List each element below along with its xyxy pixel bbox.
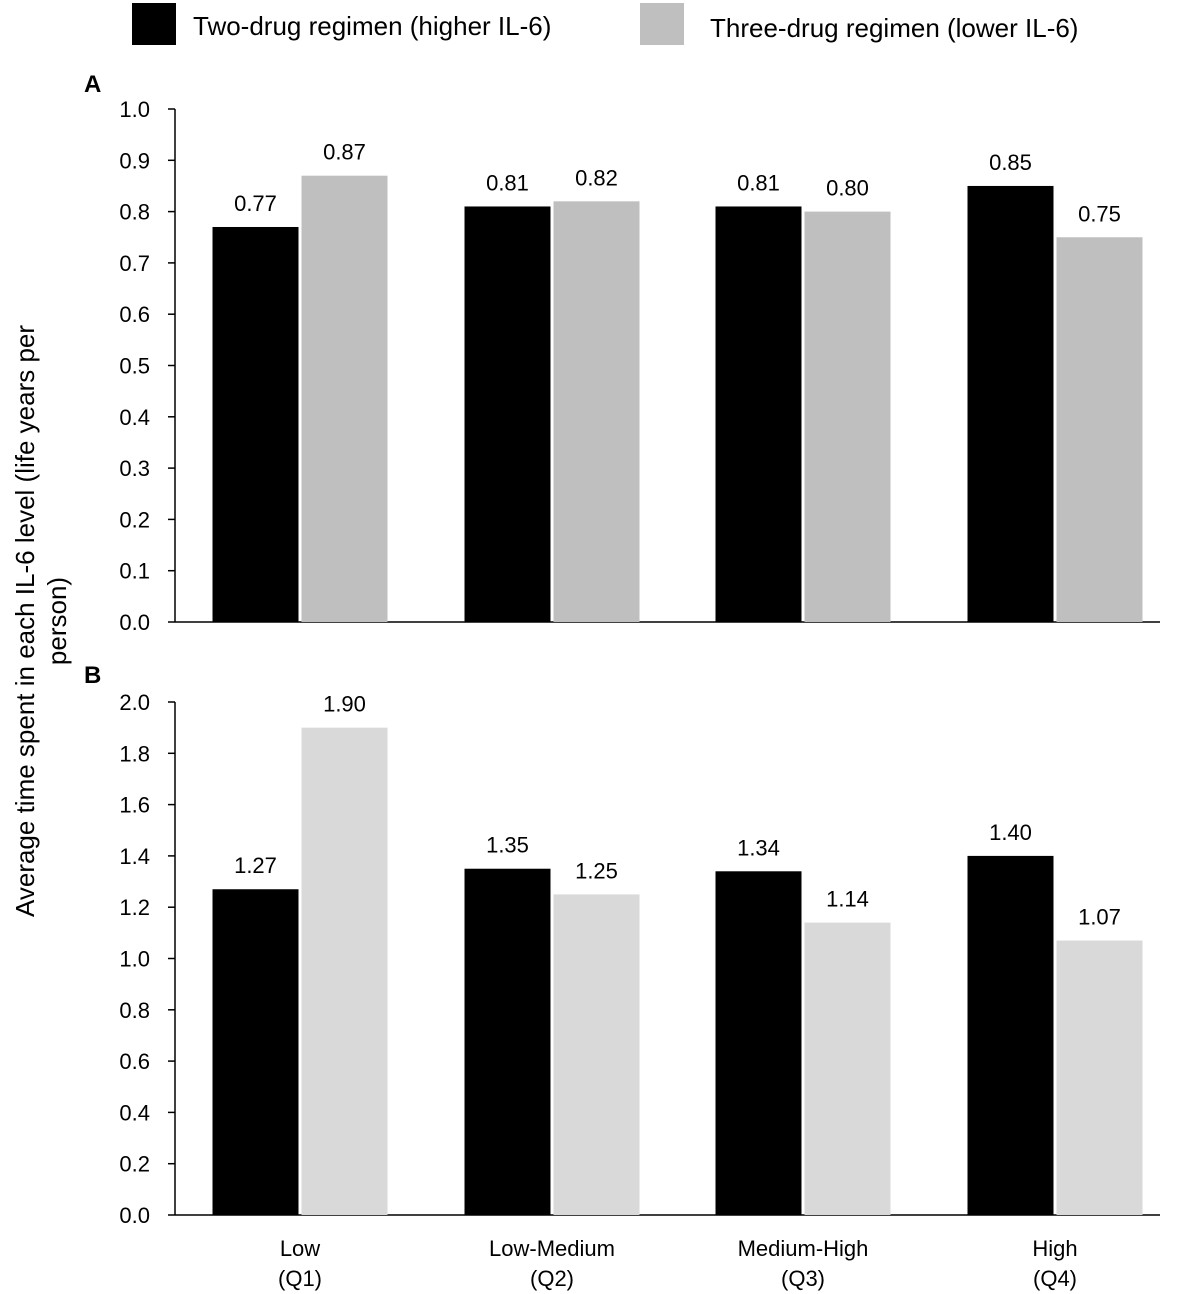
panel-a-value-label-two-drug-q1: 0.77 bbox=[234, 191, 277, 216]
panel-b-value-label-two-drug-q3: 1.34 bbox=[737, 835, 780, 860]
panel-b: 0.0 0.2 0.4 0.6 0.8 1.0 1.2 1.4 1.6 1.8 2.0 1.27 1.3… bbox=[119, 690, 1160, 1228]
category-label-q3-quartile: (Q3) bbox=[781, 1266, 825, 1291]
panel-b-y-tick-label: 0.2 bbox=[119, 1152, 150, 1177]
panel-b-bar-two-drug-q4 bbox=[967, 855, 1054, 1215]
panel-b-y-tick-label: 1.8 bbox=[119, 741, 150, 766]
panel-b-y-tick-label: 1.0 bbox=[119, 947, 150, 972]
panel-b-y-tick-label: 2.0 bbox=[119, 690, 150, 715]
panel-a-value-label-two-drug-q3: 0.81 bbox=[737, 170, 780, 195]
panel-b-y-tick-label: 1.2 bbox=[119, 895, 150, 920]
panel-b-bar-two-drug-q1 bbox=[212, 889, 299, 1215]
panel-a-value-label-two-drug-q4: 0.85 bbox=[989, 150, 1032, 175]
panel-label-a: A bbox=[84, 71, 101, 98]
y-axis-title-line-2: person) bbox=[42, 577, 72, 665]
panel-label-b: B bbox=[84, 662, 101, 689]
panel-b-value-label-two-drug-q2: 1.35 bbox=[486, 833, 529, 858]
panel-a-y-tick-label: 1.0 bbox=[119, 97, 150, 122]
panel-a-y-tick-label: 0.1 bbox=[119, 559, 150, 584]
panel-b-value-label-three-drug-q1: 1.90 bbox=[323, 692, 366, 717]
panel-b-value-label-three-drug-q2: 1.25 bbox=[575, 858, 618, 883]
panel-a-y-tick-label: 0.2 bbox=[119, 507, 150, 532]
category-label-q2-quartile: (Q2) bbox=[530, 1266, 574, 1291]
panel-b-y-tick-label: 1.6 bbox=[119, 793, 150, 818]
panel-b-bar-two-drug-q3 bbox=[715, 871, 802, 1215]
panel-b-y-tick-label: 0.4 bbox=[119, 1100, 150, 1125]
legend: Two-drug regimen (higher IL-6) Three-dru… bbox=[132, 3, 1078, 45]
panel-a-y-tick-label: 0.7 bbox=[119, 251, 150, 276]
panel-a-y-tick-label: 0.5 bbox=[119, 354, 150, 379]
panel-a-y-tick-label: 0.8 bbox=[119, 200, 150, 225]
panel-a-bar-two-drug-q4 bbox=[967, 185, 1054, 622]
panel-b-value-label-two-drug-q4: 1.40 bbox=[989, 820, 1032, 845]
category-label-q1-name: Low bbox=[280, 1236, 320, 1261]
panel-a-value-label-three-drug-q3: 0.80 bbox=[826, 176, 869, 201]
panel-a-y-tick-label: 0.9 bbox=[119, 148, 150, 173]
panel-a-value-label-three-drug-q2: 0.82 bbox=[575, 165, 618, 190]
panel-a-bar-two-drug-q2 bbox=[464, 206, 551, 622]
panel-a-bar-two-drug-q1 bbox=[212, 226, 299, 623]
panel-a-value-label-two-drug-q2: 0.81 bbox=[486, 170, 529, 195]
panel-b-y-tick-label: 0.8 bbox=[119, 998, 150, 1023]
panel-b-value-label-two-drug-q1: 1.27 bbox=[234, 853, 277, 878]
panel-a-bar-three-drug-q2 bbox=[553, 201, 640, 622]
legend-label-three-drug: Three-drug regimen (lower IL-6) bbox=[710, 13, 1078, 43]
panel-b-y-tick-label: 1.4 bbox=[119, 844, 150, 869]
category-label-q4-quartile: (Q4) bbox=[1033, 1266, 1077, 1291]
panel-a-value-label-three-drug-q1: 0.87 bbox=[323, 140, 366, 165]
legend-label-two-drug: Two-drug regimen (higher IL-6) bbox=[193, 11, 551, 41]
panel-b-bar-three-drug-q4 bbox=[1056, 940, 1143, 1215]
panel-b-bar-two-drug-q2 bbox=[464, 868, 551, 1215]
category-label-q3-name: Medium-High bbox=[738, 1236, 869, 1261]
y-axis-title: Average time spent in each IL-6 level (l… bbox=[10, 325, 72, 917]
panel-a-bar-three-drug-q3 bbox=[804, 211, 891, 622]
panel-a-y-tick-label: 0.3 bbox=[119, 456, 150, 481]
y-axis-title-line-1: Average time spent in each IL-6 level (l… bbox=[10, 325, 40, 917]
panel-a-value-label-three-drug-q4: 0.75 bbox=[1078, 201, 1121, 226]
panel-b-y-tick-label: 0.6 bbox=[119, 1049, 150, 1074]
category-label-q4-name: High bbox=[1032, 1236, 1077, 1261]
panel-b-bar-three-drug-q1 bbox=[301, 727, 388, 1215]
panel-b-y-tick-label: 0.0 bbox=[119, 1203, 150, 1228]
legend-swatch-three-drug bbox=[640, 3, 684, 45]
category-labels: Low (Q1) Low-Medium (Q2) Medium-High (Q3… bbox=[278, 1236, 1078, 1291]
panel-a-y-tick-label: 0.4 bbox=[119, 405, 150, 430]
panel-a: 0.0 0.1 0.2 0.3 0.4 0.5 0.6 0.7 0.8 0.9 1.0 0.77 0.8… bbox=[119, 97, 1160, 635]
panel-b-value-label-three-drug-q4: 1.07 bbox=[1078, 905, 1121, 930]
panel-b-bar-three-drug-q3 bbox=[804, 922, 891, 1215]
panel-a-y-tick-label: 0.0 bbox=[119, 610, 150, 635]
category-label-q2-name: Low-Medium bbox=[489, 1236, 615, 1261]
category-label-q1-quartile: (Q1) bbox=[278, 1266, 322, 1291]
panel-a-bar-three-drug-q4 bbox=[1056, 237, 1143, 622]
panel-a-bar-two-drug-q3 bbox=[715, 206, 802, 622]
panel-b-value-label-three-drug-q3: 1.14 bbox=[826, 887, 869, 912]
panel-b-bar-three-drug-q2 bbox=[553, 894, 640, 1215]
panel-a-bar-three-drug-q1 bbox=[301, 175, 388, 622]
legend-swatch-two-drug bbox=[132, 3, 176, 45]
panel-a-y-tick-label: 0.6 bbox=[119, 302, 150, 327]
